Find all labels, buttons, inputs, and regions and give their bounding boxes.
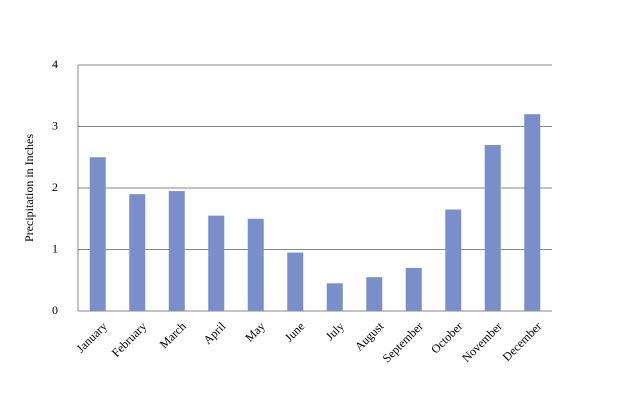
bar <box>208 215 225 311</box>
y-tick-label: 2 <box>52 180 58 194</box>
bar <box>168 191 185 311</box>
x-tick-label: September <box>380 319 426 365</box>
x-tick-label: July <box>323 319 347 343</box>
bar <box>287 252 304 311</box>
x-tick-label: January <box>74 319 110 355</box>
y-tick-label: 1 <box>52 241 58 255</box>
bar <box>247 218 264 311</box>
bar <box>484 144 501 311</box>
x-tick-label: August <box>352 319 387 354</box>
y-tick-label: 0 <box>52 303 58 317</box>
bar <box>326 283 343 311</box>
bar <box>405 267 422 311</box>
x-tick-label: May <box>242 319 267 344</box>
bar <box>129 194 146 311</box>
y-tick-label: 4 <box>52 57 58 71</box>
x-tick-label: June <box>282 319 307 344</box>
bar <box>366 277 383 311</box>
x-tick-label: April <box>200 319 228 347</box>
y-tick-label: 3 <box>52 118 58 132</box>
bar <box>445 209 462 311</box>
x-tick-label: December <box>500 319 545 364</box>
x-tick-label: March <box>157 319 189 351</box>
y-axis-title: Precipitation in Inches <box>22 134 36 242</box>
bar <box>89 157 106 311</box>
x-tick-label: October <box>428 319 465 356</box>
x-tick-label: February <box>109 319 150 360</box>
bar <box>524 114 541 311</box>
x-tick-label: November <box>459 319 505 365</box>
